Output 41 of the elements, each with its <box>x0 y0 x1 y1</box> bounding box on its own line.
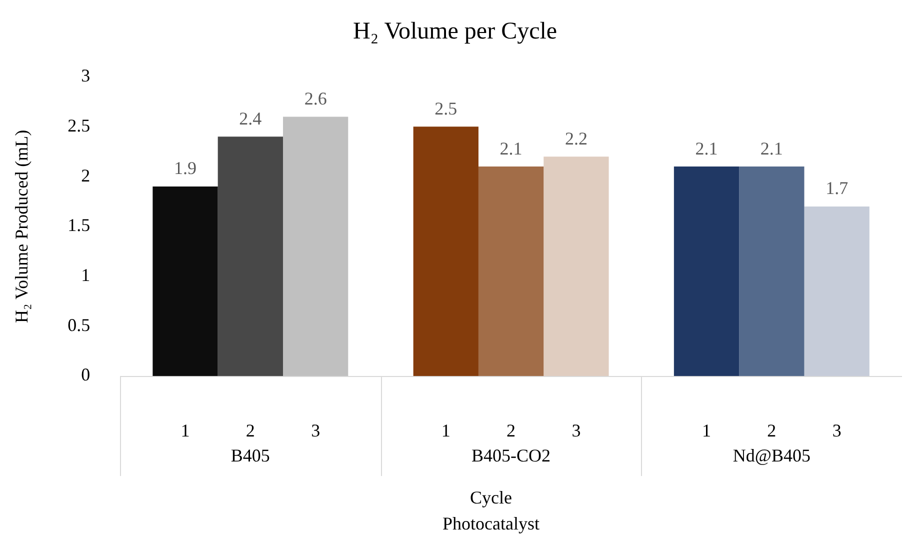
data-label: 2.1 <box>500 138 522 158</box>
text: 1 <box>441 420 450 441</box>
x-tick-label: B405-CO2 <box>472 446 551 466</box>
x-tick-label: B405 <box>230 446 270 466</box>
y-tick-label: 2.5 <box>68 115 90 136</box>
bar <box>413 126 478 376</box>
y-tick-label: 2 <box>81 165 90 186</box>
data-label: 2.1 <box>695 138 718 158</box>
bar <box>739 166 804 376</box>
text: 3 <box>572 420 581 441</box>
text: 1 <box>702 420 712 441</box>
x-tick-label: Nd@B405 <box>732 446 810 466</box>
text: 3 <box>832 420 842 441</box>
bar <box>674 166 740 376</box>
bar <box>282 116 348 376</box>
y-axis-title: H₂ Volume Produced (mL) <box>12 130 32 323</box>
bar <box>478 166 544 376</box>
bar <box>218 136 283 376</box>
data-label: 2.6 <box>304 88 327 108</box>
bar <box>152 186 218 376</box>
y-tick-label: 1.5 <box>68 215 90 236</box>
text: 2 <box>506 420 516 441</box>
bar <box>804 206 870 376</box>
y-tick-label: 0 <box>81 364 90 385</box>
data-label: 2.1 <box>760 138 783 158</box>
y-tick-label: 0.5 <box>68 314 90 335</box>
data-label: 2.2 <box>564 128 588 148</box>
text: 2 <box>767 420 776 441</box>
data-label: 1.9 <box>174 158 197 178</box>
chart-title: H₂ Volume per Cycle <box>352 18 558 45</box>
text: Photocatalyst <box>442 514 540 534</box>
y-tick-label: 1 <box>81 265 90 285</box>
bar <box>544 156 609 376</box>
y-tick-label: 3 <box>81 66 90 86</box>
text: 2 <box>246 420 255 441</box>
text: 3 <box>311 420 320 441</box>
text: 1 <box>180 420 190 441</box>
data-label: 2.5 <box>434 98 458 118</box>
data-label: 2.4 <box>239 108 262 128</box>
text: Cycle <box>470 488 512 508</box>
data-label: 1.7 <box>826 178 848 198</box>
